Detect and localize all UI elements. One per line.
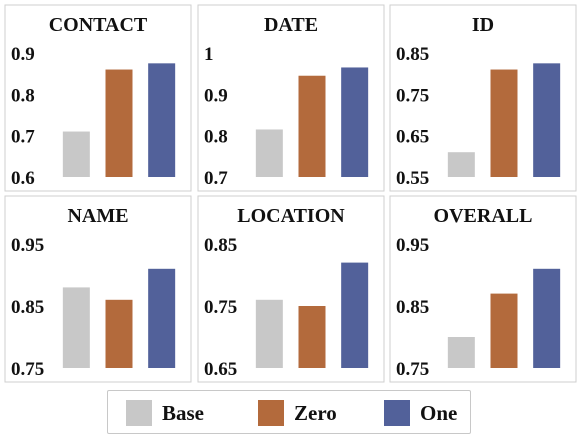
legend-item-base: Base	[126, 400, 204, 426]
y-tick-label: 0.85	[396, 44, 429, 65]
legend-swatch-one	[384, 400, 410, 426]
y-tick-label: 0.85	[204, 235, 237, 256]
legend: Base Zero One	[107, 390, 471, 434]
bar-zero	[298, 306, 326, 368]
y-tick-label: 0.95	[396, 235, 429, 256]
panel-date: DATE 0.7 0.8 0.9 1	[197, 4, 385, 192]
y-tick-label: 0.85	[396, 297, 429, 318]
panel-title: ID	[472, 14, 494, 36]
panel-title: NAME	[67, 205, 128, 227]
y-tick-label: 0.75	[204, 297, 237, 318]
panel-title: DATE	[264, 14, 318, 36]
bar-base	[255, 129, 283, 177]
bar-one	[148, 268, 176, 368]
bar-one	[341, 262, 369, 368]
y-tick-label: 0.7	[11, 127, 35, 148]
bar-zero	[105, 69, 133, 177]
y-tick-label: 0.9	[11, 44, 35, 65]
legend-swatch-zero	[258, 400, 284, 426]
bar-one	[341, 67, 369, 177]
panel-location: LOCATION 0.65 0.75 0.85	[197, 195, 385, 383]
bar-base	[447, 152, 475, 177]
bar-base	[62, 287, 90, 368]
legend-swatch-base	[126, 400, 152, 426]
bar-base	[447, 337, 475, 368]
y-tick-label: 0.85	[11, 297, 44, 318]
y-tick-label: 0.6	[11, 168, 35, 189]
panel-title: CONTACT	[49, 14, 148, 36]
legend-label-zero: Zero	[294, 400, 337, 425]
bar-zero	[298, 75, 326, 177]
y-tick-label: 0.75	[396, 85, 429, 106]
y-tick-label: 0.9	[204, 85, 228, 106]
legend-label-base: Base	[162, 400, 204, 425]
bar-base	[255, 299, 283, 368]
bar-zero	[105, 299, 133, 368]
chart-grid: CONTACT 0.6 0.7 0.8 0.9 DATE 0.7 0.8 0.9 1 ID 0.55 0…	[4, 4, 577, 383]
panel-name: NAME 0.75 0.85 0.95	[4, 195, 192, 383]
legend-item-zero: Zero	[258, 400, 337, 426]
bar-one	[148, 63, 176, 178]
bar-one	[533, 63, 561, 178]
bar-zero	[490, 69, 518, 177]
y-tick-label: 0.75	[396, 359, 429, 380]
legend-item-one: One	[384, 400, 457, 426]
y-tick-label: 0.95	[11, 235, 44, 256]
y-tick-label: 1	[204, 44, 214, 65]
y-tick-label: 0.55	[396, 168, 429, 189]
panel-overall: OVERALL 0.75 0.85 0.95	[389, 195, 577, 383]
y-tick-label: 0.8	[204, 127, 228, 148]
bar-base	[62, 131, 90, 177]
bar-zero	[490, 293, 518, 368]
panel-id: ID 0.55 0.65 0.75 0.85	[389, 4, 577, 192]
y-tick-label: 0.75	[11, 359, 44, 380]
panel-title: LOCATION	[237, 205, 345, 227]
bar-one	[533, 268, 561, 368]
panel-title: OVERALL	[434, 205, 533, 227]
y-tick-label: 0.65	[396, 127, 429, 148]
y-tick-label: 0.65	[204, 359, 237, 380]
panel-contact: CONTACT 0.6 0.7 0.8 0.9	[4, 4, 192, 192]
y-tick-label: 0.7	[204, 168, 228, 189]
y-tick-label: 0.8	[11, 85, 35, 106]
legend-label-one: One	[420, 400, 458, 425]
